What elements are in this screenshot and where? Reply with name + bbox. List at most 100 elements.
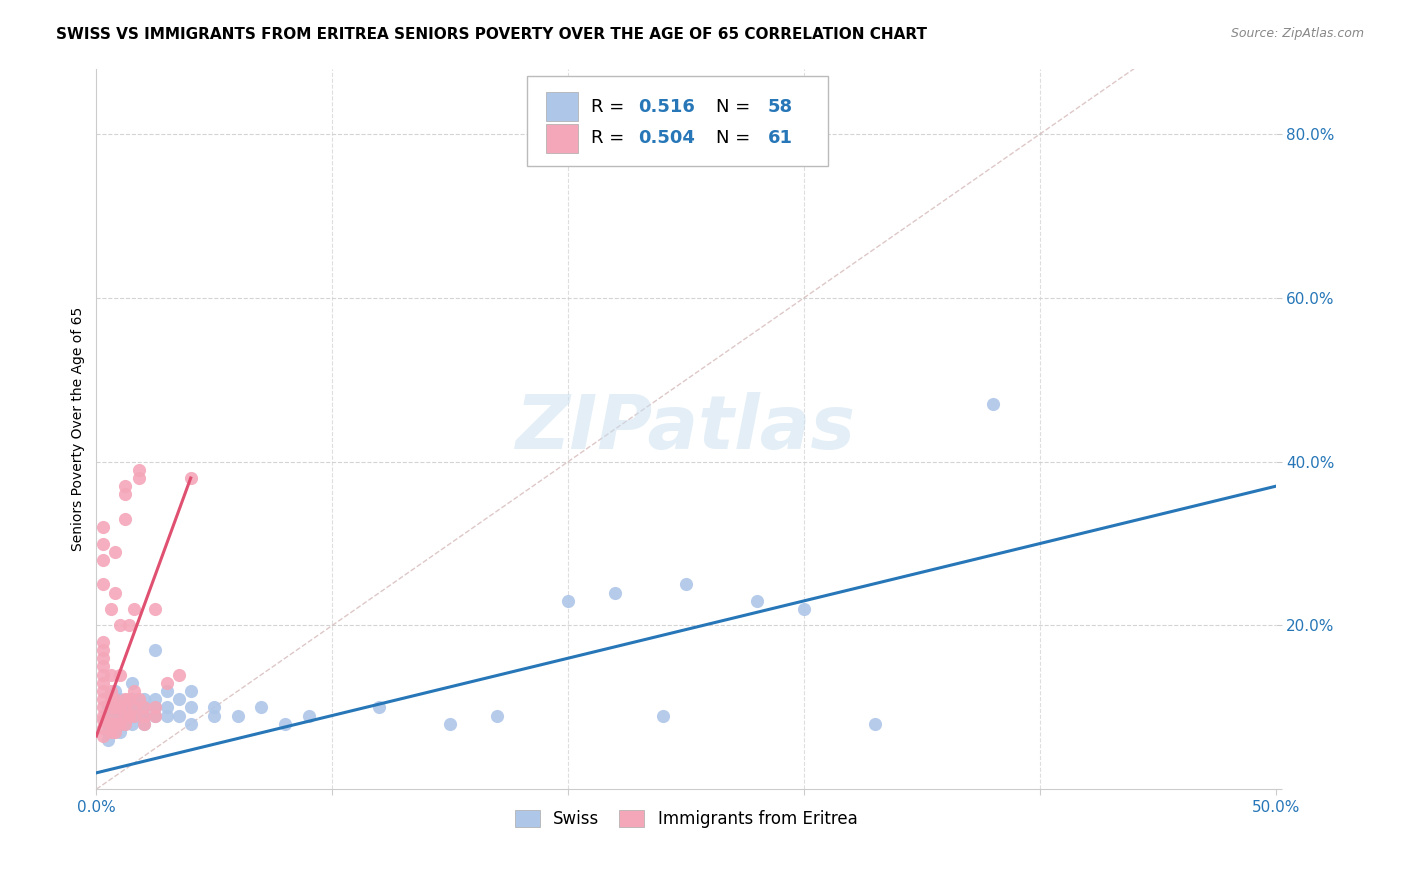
Point [100,725,122,739]
Point [114,708,136,723]
Point [605,585,627,599]
Point [104,725,127,739]
Point [114,716,136,731]
Point [108,692,131,706]
Point [557,594,579,608]
Point [118,618,141,632]
Point [167,708,190,723]
Point [114,700,136,714]
Text: ZIPatlas: ZIPatlas [516,392,856,466]
Point [745,594,768,608]
Point [202,708,225,723]
Point [132,708,155,723]
Point [93,667,115,681]
Point [122,708,145,723]
Point [121,700,143,714]
Point [104,700,127,714]
Point [93,659,115,673]
Point [143,643,166,657]
Point [128,700,150,714]
Point [97,700,120,714]
Point [104,585,127,599]
Point [143,602,166,616]
Point [108,700,131,714]
Point [167,692,190,706]
Point [114,716,136,731]
Point [156,708,179,723]
Text: 0.516: 0.516 [638,98,695,116]
Point [122,602,145,616]
Point [143,692,166,706]
Point [143,700,166,714]
Point [100,667,122,681]
FancyBboxPatch shape [527,76,828,166]
Point [93,729,115,743]
Point [108,725,131,739]
Y-axis label: Seniors Poverty Over the Age of 65: Seniors Poverty Over the Age of 65 [72,307,86,551]
Point [100,700,122,714]
Point [93,643,115,657]
Text: N =: N = [716,98,749,116]
Text: 58: 58 [768,98,793,116]
Point [180,684,202,698]
Point [93,675,115,690]
Text: R =: R = [591,98,630,116]
Point [97,733,120,747]
Point [226,708,249,723]
Point [132,716,155,731]
Point [100,602,122,616]
Point [180,716,202,731]
Point [651,708,673,723]
Point [93,700,115,714]
Point [104,692,127,706]
Point [167,667,190,681]
FancyBboxPatch shape [546,124,578,153]
Point [132,692,155,706]
Text: Source: ZipAtlas.com: Source: ZipAtlas.com [1230,27,1364,40]
Point [100,716,122,731]
Point [93,708,115,723]
Point [118,692,141,706]
Point [863,716,886,731]
Point [93,553,115,567]
Point [298,708,321,723]
Point [93,692,115,706]
Point [93,721,115,735]
Point [93,635,115,649]
Point [439,716,461,731]
Point [981,397,1004,411]
Text: 61: 61 [768,129,793,147]
Text: SWISS VS IMMIGRANTS FROM ERITREA SENIORS POVERTY OVER THE AGE OF 65 CORRELATION : SWISS VS IMMIGRANTS FROM ERITREA SENIORS… [56,27,927,42]
Point [104,725,127,739]
Point [104,545,127,559]
Point [156,684,179,698]
Point [143,700,166,714]
Point [122,700,145,714]
FancyBboxPatch shape [546,92,578,121]
Point [108,716,131,731]
Point [274,716,297,731]
Point [156,675,179,690]
Point [128,463,150,477]
Point [93,684,115,698]
Point [93,713,115,727]
Point [93,577,115,591]
Point [486,708,509,723]
Point [104,692,127,706]
Point [108,700,131,714]
Point [104,708,127,723]
Point [108,716,131,731]
Point [104,708,127,723]
Point [132,708,155,723]
Point [121,692,143,706]
Point [100,684,122,698]
Point [132,700,155,714]
Point [121,708,143,723]
Point [122,684,145,698]
Point [114,487,136,501]
Legend: Swiss, Immigrants from Eritrea: Swiss, Immigrants from Eritrea [508,804,865,835]
Point [143,708,166,723]
Point [121,675,143,690]
Point [156,700,179,714]
Point [132,716,155,731]
